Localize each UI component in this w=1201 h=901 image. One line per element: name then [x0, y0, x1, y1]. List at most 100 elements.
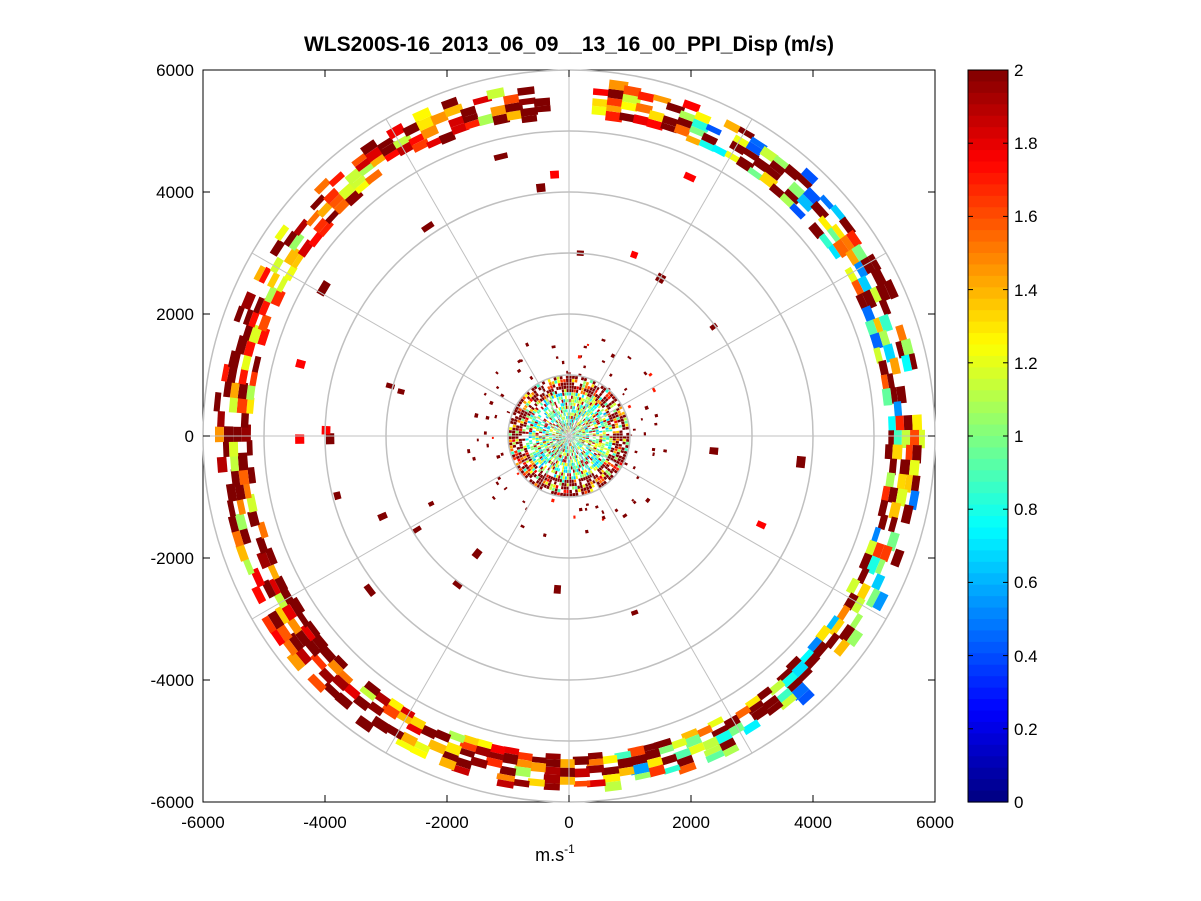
colorbar-swatch [968, 550, 1008, 563]
data-cell [575, 375, 578, 380]
data-cell [551, 395, 555, 399]
data-cell [549, 396, 553, 400]
data-cell [517, 449, 521, 453]
data-cell [608, 426, 612, 430]
data-cell [508, 439, 512, 443]
data-cell [537, 424, 541, 427]
y-tick-label: -6000 [151, 793, 194, 812]
colorbar-swatch [968, 150, 1008, 163]
data-cell [572, 434, 576, 436]
data-cell [673, 123, 691, 138]
data-cell [566, 426, 568, 430]
data-cell [582, 450, 586, 454]
data-cell [901, 430, 911, 449]
data-cell [582, 406, 586, 410]
data-cell [580, 463, 583, 468]
data-cell [548, 486, 553, 491]
x-axis-label-text: m.s [535, 845, 564, 865]
data-cell [603, 773, 621, 783]
data-cell [483, 392, 487, 396]
data-cell [562, 392, 565, 396]
data-cell [609, 440, 613, 443]
data-cell [517, 86, 535, 96]
data-cell [247, 510, 260, 528]
data-cell [490, 104, 510, 117]
data-cell [851, 279, 866, 298]
data-cell [540, 444, 544, 447]
data-cell [525, 427, 530, 430]
data-cell [535, 397, 539, 401]
data-cell [551, 498, 555, 503]
data-cell [563, 438, 567, 441]
data-cell [556, 440, 560, 443]
data-cell [800, 167, 819, 185]
data-cell [543, 455, 547, 459]
data-cell [485, 415, 490, 420]
data-cell [600, 469, 605, 474]
data-cell [582, 477, 586, 481]
data-cell [603, 480, 607, 485]
data-cell [546, 414, 550, 418]
data-cell [612, 426, 616, 429]
data-cell [573, 392, 576, 396]
data-cell [605, 427, 609, 430]
data-cell [552, 436, 556, 438]
colorbar-swatch [968, 710, 1008, 723]
data-cell [566, 483, 569, 487]
data-cell [509, 445, 513, 449]
data-cell [562, 413, 565, 417]
data-cell [243, 482, 252, 499]
data-cell [550, 448, 554, 451]
data-cell [601, 338, 606, 342]
data-cell [443, 103, 464, 118]
data-cell [605, 474, 610, 479]
data-cell [786, 677, 803, 693]
data-cell [539, 439, 543, 441]
data-cell [495, 481, 500, 486]
data-cell [513, 409, 518, 413]
data-cell [581, 394, 585, 398]
data-cell [307, 673, 327, 693]
data-cell [572, 423, 574, 427]
data-cell [622, 436, 626, 439]
data-cell [583, 388, 587, 392]
data-cell [550, 461, 554, 466]
data-cell [698, 139, 717, 152]
ppi-data-layer [213, 79, 925, 792]
data-cell [592, 414, 596, 418]
data-cell [537, 468, 542, 473]
data-cell [567, 439, 569, 443]
data-cell [586, 486, 590, 491]
data-cell [279, 587, 295, 605]
data-cell [602, 432, 606, 434]
data-cell [561, 360, 565, 365]
data-cell [257, 327, 271, 346]
data-cell [560, 439, 564, 442]
data-cell [531, 406, 535, 411]
data-cell [561, 469, 564, 473]
data-cell [223, 426, 234, 442]
data-cell [606, 437, 610, 440]
data-cell [551, 487, 555, 492]
data-cell [585, 439, 589, 442]
data-cell [560, 410, 563, 414]
data-cell [586, 343, 590, 347]
colorbar-swatch [968, 699, 1008, 712]
data-cell [569, 489, 572, 493]
data-cell [577, 355, 582, 359]
data-cell [569, 439, 571, 443]
data-cell [531, 396, 535, 401]
data-cell [570, 395, 573, 399]
data-cell [427, 739, 447, 755]
data-cell [599, 449, 603, 453]
data-cell [658, 753, 678, 767]
data-cell [588, 442, 592, 445]
data-cell [516, 472, 520, 476]
data-cell [554, 463, 557, 467]
data-cell [604, 465, 609, 470]
data-cell [566, 493, 569, 497]
data-cell [589, 402, 593, 406]
data-cell [337, 669, 354, 685]
data-cell [571, 389, 574, 393]
data-cell [553, 413, 556, 417]
